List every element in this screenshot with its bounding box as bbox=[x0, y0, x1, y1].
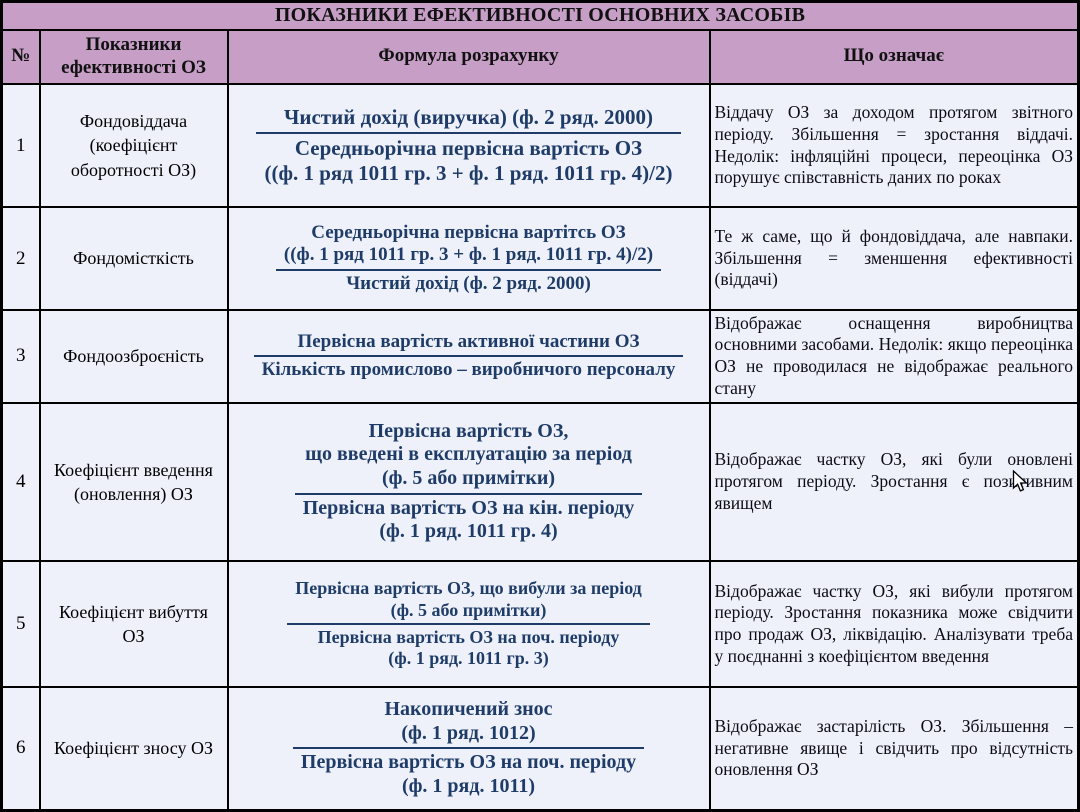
formula-denominator: Первісна вартість ОЗ на кін. періоду (ф.… bbox=[295, 495, 643, 544]
meaning-cell: Відображає застарілість ОЗ. Збільшення –… bbox=[708, 685, 1080, 812]
formula-cell: Середньорічна первісна вартітсь ОЗ ((ф. … bbox=[226, 206, 711, 311]
formula-fraction: Первісна вартість ОЗ, що вибули за періо… bbox=[287, 578, 650, 669]
column-header-formula: Формула розрахунку bbox=[226, 28, 711, 85]
formula-fraction: Накопичений знос (ф. 1 ряд. 1012) Первіс… bbox=[292, 698, 645, 798]
formula-denominator-line: (ф. 1 ряд. 1011 гр. 3) bbox=[388, 648, 549, 669]
formula-numerator: Середньорічна первісна вартітсь ОЗ ((ф. … bbox=[275, 221, 662, 271]
table-row: 2 Фондомісткість Середньорічна первісна … bbox=[0, 206, 1080, 311]
formula-denominator: Кількість промислово – виробничого персо… bbox=[254, 357, 684, 381]
indicator-cell: Фондомісткість bbox=[38, 206, 229, 311]
formula-numerator-line: Первісна вартість ОЗ, що вибули за періо… bbox=[295, 578, 642, 599]
formula-denominator: Первісна вартість ОЗ на поч. періоду (ф.… bbox=[293, 749, 644, 798]
indicator-cell: Коефіцієнт зносу ОЗ bbox=[38, 685, 229, 812]
formula-denominator-line: Кількість промислово – виробничого персо… bbox=[261, 359, 676, 381]
formula-cell: Первісна вартість ОЗ, що введені в експл… bbox=[226, 401, 711, 563]
formula-denominator-line: Середньорічна первісна вартість ОЗ bbox=[294, 136, 643, 161]
meaning-cell: Відображає оснащення виробництва основни… bbox=[708, 308, 1080, 404]
indicator-cell: Коефіцієнт введення (оновлення) ОЗ bbox=[38, 401, 229, 563]
formula-denominator-line: (ф. 1 ряд. 1011 гр. 4) bbox=[379, 520, 558, 543]
table-row: 5 Коефіцієнт вибуття ОЗ Первісна вартіст… bbox=[0, 560, 1080, 688]
formula-numerator: Первісна вартість ОЗ, що вибули за періо… bbox=[287, 578, 650, 625]
formula-numerator: Накопичений знос (ф. 1 ряд. 1012) bbox=[292, 698, 645, 750]
table-row: 1 Фондовіддача (коефіцієнт оборотності О… bbox=[0, 82, 1080, 209]
formula-denominator-line: ((ф. 1 ряд 1011 гр. 3 + ф. 1 ряд. 1011 г… bbox=[264, 160, 673, 185]
meaning-cell: Те ж саме, що й фондовіддача, але навпак… bbox=[708, 206, 1080, 311]
formula-numerator: Чистий дохід (виручка) (ф. 2 ряд. 2000) bbox=[256, 105, 681, 135]
formula-numerator-line: ((ф. 1 ряд 1011 гр. 3 + ф. 1 ряд. 1011 г… bbox=[283, 244, 654, 266]
formula-denominator: Первісна вартість ОЗ на поч. періоду (ф.… bbox=[287, 625, 650, 669]
table-row: 4 Коефіцієнт введення (оновлення) ОЗ Пер… bbox=[0, 401, 1080, 563]
column-header-number: № bbox=[0, 28, 41, 85]
formula-fraction: Чистий дохід (виручка) (ф. 2 ряд. 2000) … bbox=[256, 105, 681, 186]
formula-denominator-line: (ф. 1 ряд. 1011) bbox=[401, 774, 536, 797]
column-header-meaning: Що означає bbox=[708, 28, 1080, 85]
indicator-cell: Коефіцієнт вибуття ОЗ bbox=[38, 560, 229, 688]
table-row: 3 Фондоозброєність Первісна вартість акт… bbox=[0, 308, 1080, 404]
table-row: 6 Коефіцієнт зносу ОЗ Накопичений знос (… bbox=[0, 685, 1080, 812]
formula-numerator-line: (ф. 5 або примітки) bbox=[390, 599, 547, 620]
formula-denominator: Середньорічна первісна вартість ОЗ ((ф. … bbox=[256, 134, 680, 186]
column-header-indicator: Показники ефективності ОЗ bbox=[38, 28, 229, 85]
formula-numerator-line: Первісна вартість активної частини ОЗ bbox=[297, 330, 640, 352]
formula-fraction: Первісна вартість активної частини ОЗ Кі… bbox=[253, 330, 684, 382]
formula-numerator-line: Чистий дохід (виручка) (ф. 2 ряд. 2000) bbox=[283, 105, 654, 130]
row-number-cell: 5 bbox=[0, 560, 41, 688]
formula-denominator-line: Первісна вартість ОЗ на кін. періоду bbox=[302, 496, 635, 519]
row-number-cell: 4 bbox=[0, 401, 41, 563]
meaning-cell: Відображає частку ОЗ, які були оновлені … bbox=[708, 401, 1080, 563]
meaning-cell: Віддачу ОЗ за доходом протягом звітного … bbox=[708, 82, 1080, 209]
formula-numerator-line: Первісна вартість ОЗ, bbox=[368, 419, 569, 442]
row-number-cell: 6 bbox=[0, 685, 41, 812]
formula-cell: Чистий дохід (виручка) (ф. 2 ряд. 2000) … bbox=[226, 82, 711, 209]
indicator-cell: Фондоозброєність bbox=[38, 308, 229, 404]
formula-denominator: Чистий дохід (ф. 2 ряд. 2000) bbox=[276, 271, 661, 295]
row-number-cell: 1 bbox=[0, 82, 41, 209]
formula-fraction: Середньорічна первісна вартітсь ОЗ ((ф. … bbox=[275, 221, 662, 295]
formula-denominator-line: Первісна вартість ОЗ на поч. періоду bbox=[317, 626, 620, 647]
formula-fraction: Первісна вартість ОЗ, що введені в експл… bbox=[294, 419, 643, 544]
formula-numerator-line: Накопичений знос bbox=[384, 698, 553, 721]
formula-denominator-line: Чистий дохід (ф. 2 ряд. 2000) bbox=[346, 272, 591, 294]
row-number-cell: 3 bbox=[0, 308, 41, 404]
formula-numerator-line: що введені в експлуатацію за період bbox=[305, 443, 632, 466]
formula-numerator-line: (ф. 5 або примітки) bbox=[381, 467, 556, 490]
formula-numerator-line: (ф. 1 ряд. 1012) bbox=[401, 721, 536, 744]
meaning-cell: Відображає частку ОЗ, які вибули протяго… bbox=[708, 560, 1080, 688]
formula-cell: Первісна вартість ОЗ, що вибули за періо… bbox=[226, 560, 711, 688]
formula-cell: Первісна вартість активної частини ОЗ Кі… bbox=[226, 308, 711, 404]
indicator-cell: Фондовіддача (коефіцієнт оборотності ОЗ) bbox=[38, 82, 229, 209]
formula-cell: Накопичений знос (ф. 1 ряд. 1012) Первіс… bbox=[226, 685, 711, 812]
formula-numerator: Первісна вартість ОЗ, що введені в експл… bbox=[294, 419, 643, 495]
formula-denominator-line: Первісна вартість ОЗ на поч. періоду bbox=[300, 751, 637, 774]
row-number-cell: 2 bbox=[0, 206, 41, 311]
formula-numerator-line: Середньорічна первісна вартітсь ОЗ bbox=[311, 221, 626, 243]
table-title: ПОКАЗНИКИ ЕФЕКТИВНОСТІ ОСНОВНИХ ЗАСОБІВ bbox=[0, 0, 1080, 31]
formula-numerator: Первісна вартість активної частини ОЗ bbox=[253, 330, 684, 358]
